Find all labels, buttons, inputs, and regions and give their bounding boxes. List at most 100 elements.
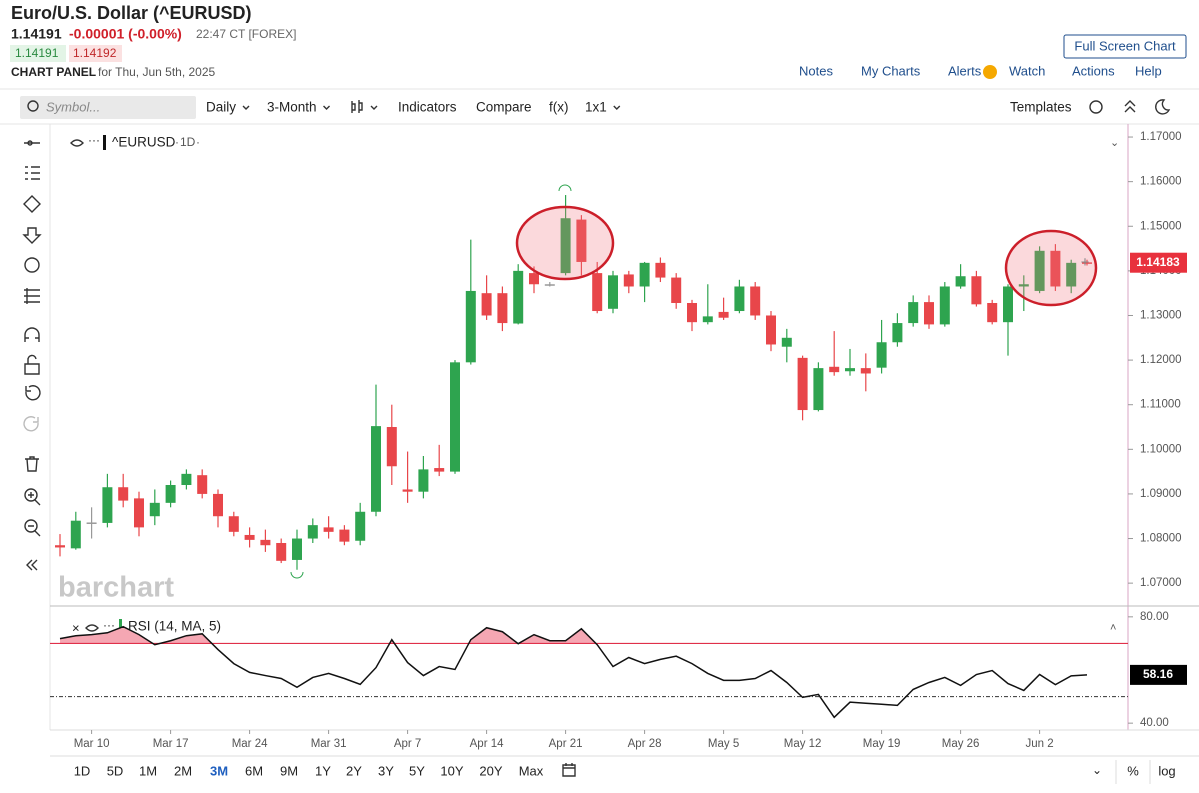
range-bar: 1D 5D 1M 2M 3M 6M 9M 1Y 2Y 3Y 5Y 10Y 20Y Max <box>74 763 544 778</box>
y-tick-label: 1.15000 <box>1140 220 1182 232</box>
tool-shape[interactable] <box>23 195 41 213</box>
tool-delete[interactable] <box>25 456 39 472</box>
nav-link[interactable]: Watch <box>1009 63 1045 78</box>
x-tick-label: Mar 31 <box>311 738 347 750</box>
full-screen-button[interactable] <box>1063 34 1187 59</box>
range-button[interactable]: 1M <box>139 763 157 778</box>
range-button[interactable]: Max <box>519 763 544 778</box>
candle-body <box>860 368 871 374</box>
tool-fib[interactable] <box>25 166 40 180</box>
toolbar-item[interactable]: Indicators <box>398 100 457 115</box>
eye-icon[interactable] <box>85 624 99 632</box>
toolbar-item[interactable]: 1x1 <box>585 100 607 115</box>
low-marker <box>290 571 304 579</box>
range-button[interactable]: 5Y <box>409 763 425 778</box>
candle-body <box>118 487 129 501</box>
candle-body <box>1018 284 1029 287</box>
candle-body <box>213 493 223 517</box>
range-button[interactable]: 2Y <box>346 763 362 778</box>
candle-body <box>402 489 413 492</box>
y-tick-label: 40.00 <box>1140 717 1169 729</box>
calendar-icon[interactable] <box>562 763 576 777</box>
nav-link[interactable]: Alerts <box>948 63 982 78</box>
x-tick-label: Mar 17 <box>153 738 189 750</box>
toolbar-item[interactable]: 3-Month <box>267 100 317 115</box>
high-marker <box>558 184 572 192</box>
range-button[interactable]: 10Y <box>440 763 463 778</box>
pane-toggle[interactable]: ˄ <box>1110 622 1116 634</box>
chart-type-icon[interactable] <box>351 100 378 113</box>
toolbar-item[interactable]: Daily <box>206 100 236 115</box>
menu-dots[interactable]: ··· <box>88 133 100 147</box>
x-tick-label: Apr 28 <box>628 738 662 750</box>
scroll-toggle[interactable]: ⌄ <box>1092 763 1102 777</box>
y-tick-label: 1.12000 <box>1140 354 1182 366</box>
tool-redo[interactable] <box>23 416 39 432</box>
links: Notes My Charts Alerts Watch Actions Help <box>799 63 1162 78</box>
last-value-label: 58.16 <box>1143 667 1173 681</box>
range-button[interactable]: 2M <box>174 763 192 778</box>
candle-body <box>1034 250 1045 291</box>
tool-collapse[interactable] <box>26 559 38 571</box>
candle-body <box>434 468 445 472</box>
title: Euro/U.S. Dollar (^EURUSD) <box>11 3 252 23</box>
panel-label: CHART PANEL <box>11 65 96 79</box>
templates[interactable]: Templates <box>1010 100 1072 115</box>
candle-body <box>497 293 508 324</box>
tool-arrow[interactable] <box>22 227 42 244</box>
close-icon[interactable]: × <box>72 620 80 635</box>
toolbar-item[interactable]: f(x) <box>549 100 569 115</box>
nav-link[interactable]: My Charts <box>861 63 921 78</box>
candle-body <box>734 286 745 312</box>
candle-body <box>86 522 97 524</box>
tool-undo[interactable] <box>25 385 41 401</box>
pane-toggle[interactable]: ⌄ <box>1110 137 1119 149</box>
range-button[interactable]: 3Y <box>378 763 394 778</box>
tool-pattern[interactable] <box>24 288 40 304</box>
tool-count[interactable] <box>24 257 40 273</box>
plot: 1.07000 1.08000 1.09000 1.10000 1.11000 1.120… <box>50 131 1187 750</box>
dropdown-caret <box>613 105 621 110</box>
y-tick-label: 1.11000 <box>1140 399 1181 411</box>
nav-link[interactable]: Help <box>1135 63 1162 78</box>
range-button[interactable]: 20Y <box>479 763 502 778</box>
settings-icon[interactable] <box>1089 100 1103 114</box>
nav-link[interactable]: Notes <box>799 63 833 78</box>
ask: 1.14192 <box>73 46 117 60</box>
full-screen-label[interactable]: Full Screen Chart <box>1074 38 1176 53</box>
range-button[interactable]: 1Y <box>315 763 331 778</box>
symbol-search[interactable] <box>20 96 196 119</box>
tool-line[interactable] <box>24 140 40 146</box>
menu-dots[interactable]: ··· <box>103 618 115 632</box>
candle-body <box>386 427 397 467</box>
toolbar-item[interactable]: Compare <box>476 100 532 115</box>
nav-link[interactable]: Actions <box>1072 63 1115 78</box>
x-tick-label: May 26 <box>942 738 980 750</box>
candle-body <box>971 276 982 305</box>
tool-zoom-out[interactable] <box>24 519 41 537</box>
theme-icon[interactable] <box>1155 99 1171 115</box>
change: -0.00001 (-0.00%) <box>69 26 182 42</box>
candle-body <box>465 290 476 363</box>
overbought-area <box>60 626 596 644</box>
collapse-icon[interactable] <box>1124 100 1136 113</box>
eye-icon[interactable] <box>70 139 84 147</box>
range-button[interactable]: 3M <box>210 763 228 778</box>
log-option[interactable]: log <box>1158 763 1175 778</box>
candle-body <box>102 487 113 523</box>
crosshair: + <box>1081 254 1090 271</box>
last-price-label: 1.14183 <box>1136 255 1180 269</box>
search-icon <box>27 100 39 112</box>
range-button[interactable]: 9M <box>280 763 298 778</box>
y-tick-label: 1.17000 <box>1140 131 1182 143</box>
tool-lock[interactable] <box>24 354 40 375</box>
candle-body <box>244 534 255 540</box>
y-tick-label: 1.16000 <box>1140 176 1182 188</box>
range-button[interactable]: 6M <box>245 763 263 778</box>
range-button[interactable]: 5D <box>107 763 124 778</box>
range-button[interactable]: 1D <box>74 763 91 778</box>
tool-magnet[interactable] <box>24 327 40 342</box>
percent-option[interactable]: % <box>1127 763 1139 778</box>
candle-body <box>671 277 682 303</box>
tool-zoom-in[interactable] <box>24 488 41 506</box>
